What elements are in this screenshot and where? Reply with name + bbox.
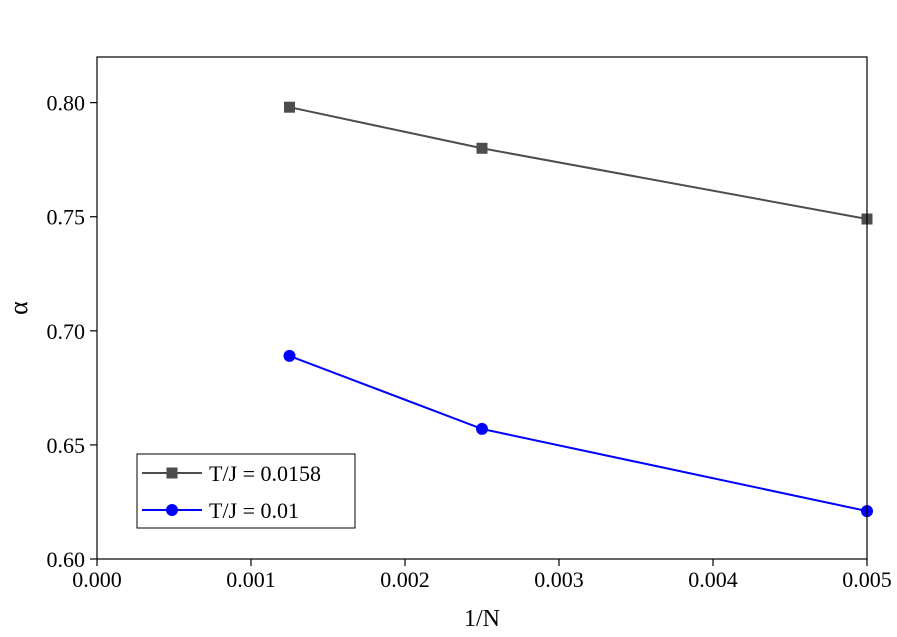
y-tick-label: 0.70 <box>47 319 86 344</box>
legend-marker <box>166 467 178 479</box>
legend-marker <box>166 504 178 516</box>
y-axis-label: α <box>4 301 33 315</box>
x-axis-label: 1/N <box>464 606 500 632</box>
series-layer <box>283 101 873 518</box>
y-tick-label: 0.80 <box>47 91 86 116</box>
data-point <box>476 422 488 435</box>
legend-entry: T/J = 0.01 <box>142 498 299 523</box>
legend: T/J = 0.0158 T/J = 0.01 <box>136 453 356 529</box>
series-line <box>289 354 868 513</box>
data-point <box>476 142 488 154</box>
y-tick-label: 0.65 <box>47 433 86 458</box>
x-tick-label: 0.000 <box>72 567 122 592</box>
data-point <box>284 101 295 113</box>
legend-label: T/J = 0.0158 <box>209 461 321 486</box>
x-tick-label: 0.005 <box>842 567 892 592</box>
y-tick-label: 0.75 <box>47 205 86 230</box>
legend-entry: T/J = 0.0158 <box>142 461 321 486</box>
series-1 <box>284 101 873 225</box>
legend-label: T/J = 0.01 <box>209 498 299 523</box>
ticks-layer: 0.000 0.001 0.002 0.003 0.004 0.005 0.60 0.65 0.… <box>47 91 892 592</box>
x-tick-label: 0.004 <box>688 567 738 592</box>
series-line <box>289 106 868 220</box>
x-tick-label: 0.001 <box>226 567 276 592</box>
x-tick-label: 0.002 <box>380 567 430 592</box>
x-tick-label: 0.003 <box>534 567 584 592</box>
data-point <box>283 349 296 362</box>
y-tick-label: 0.60 <box>47 547 86 572</box>
series-2 <box>283 349 873 518</box>
plot-frame <box>96 56 868 560</box>
